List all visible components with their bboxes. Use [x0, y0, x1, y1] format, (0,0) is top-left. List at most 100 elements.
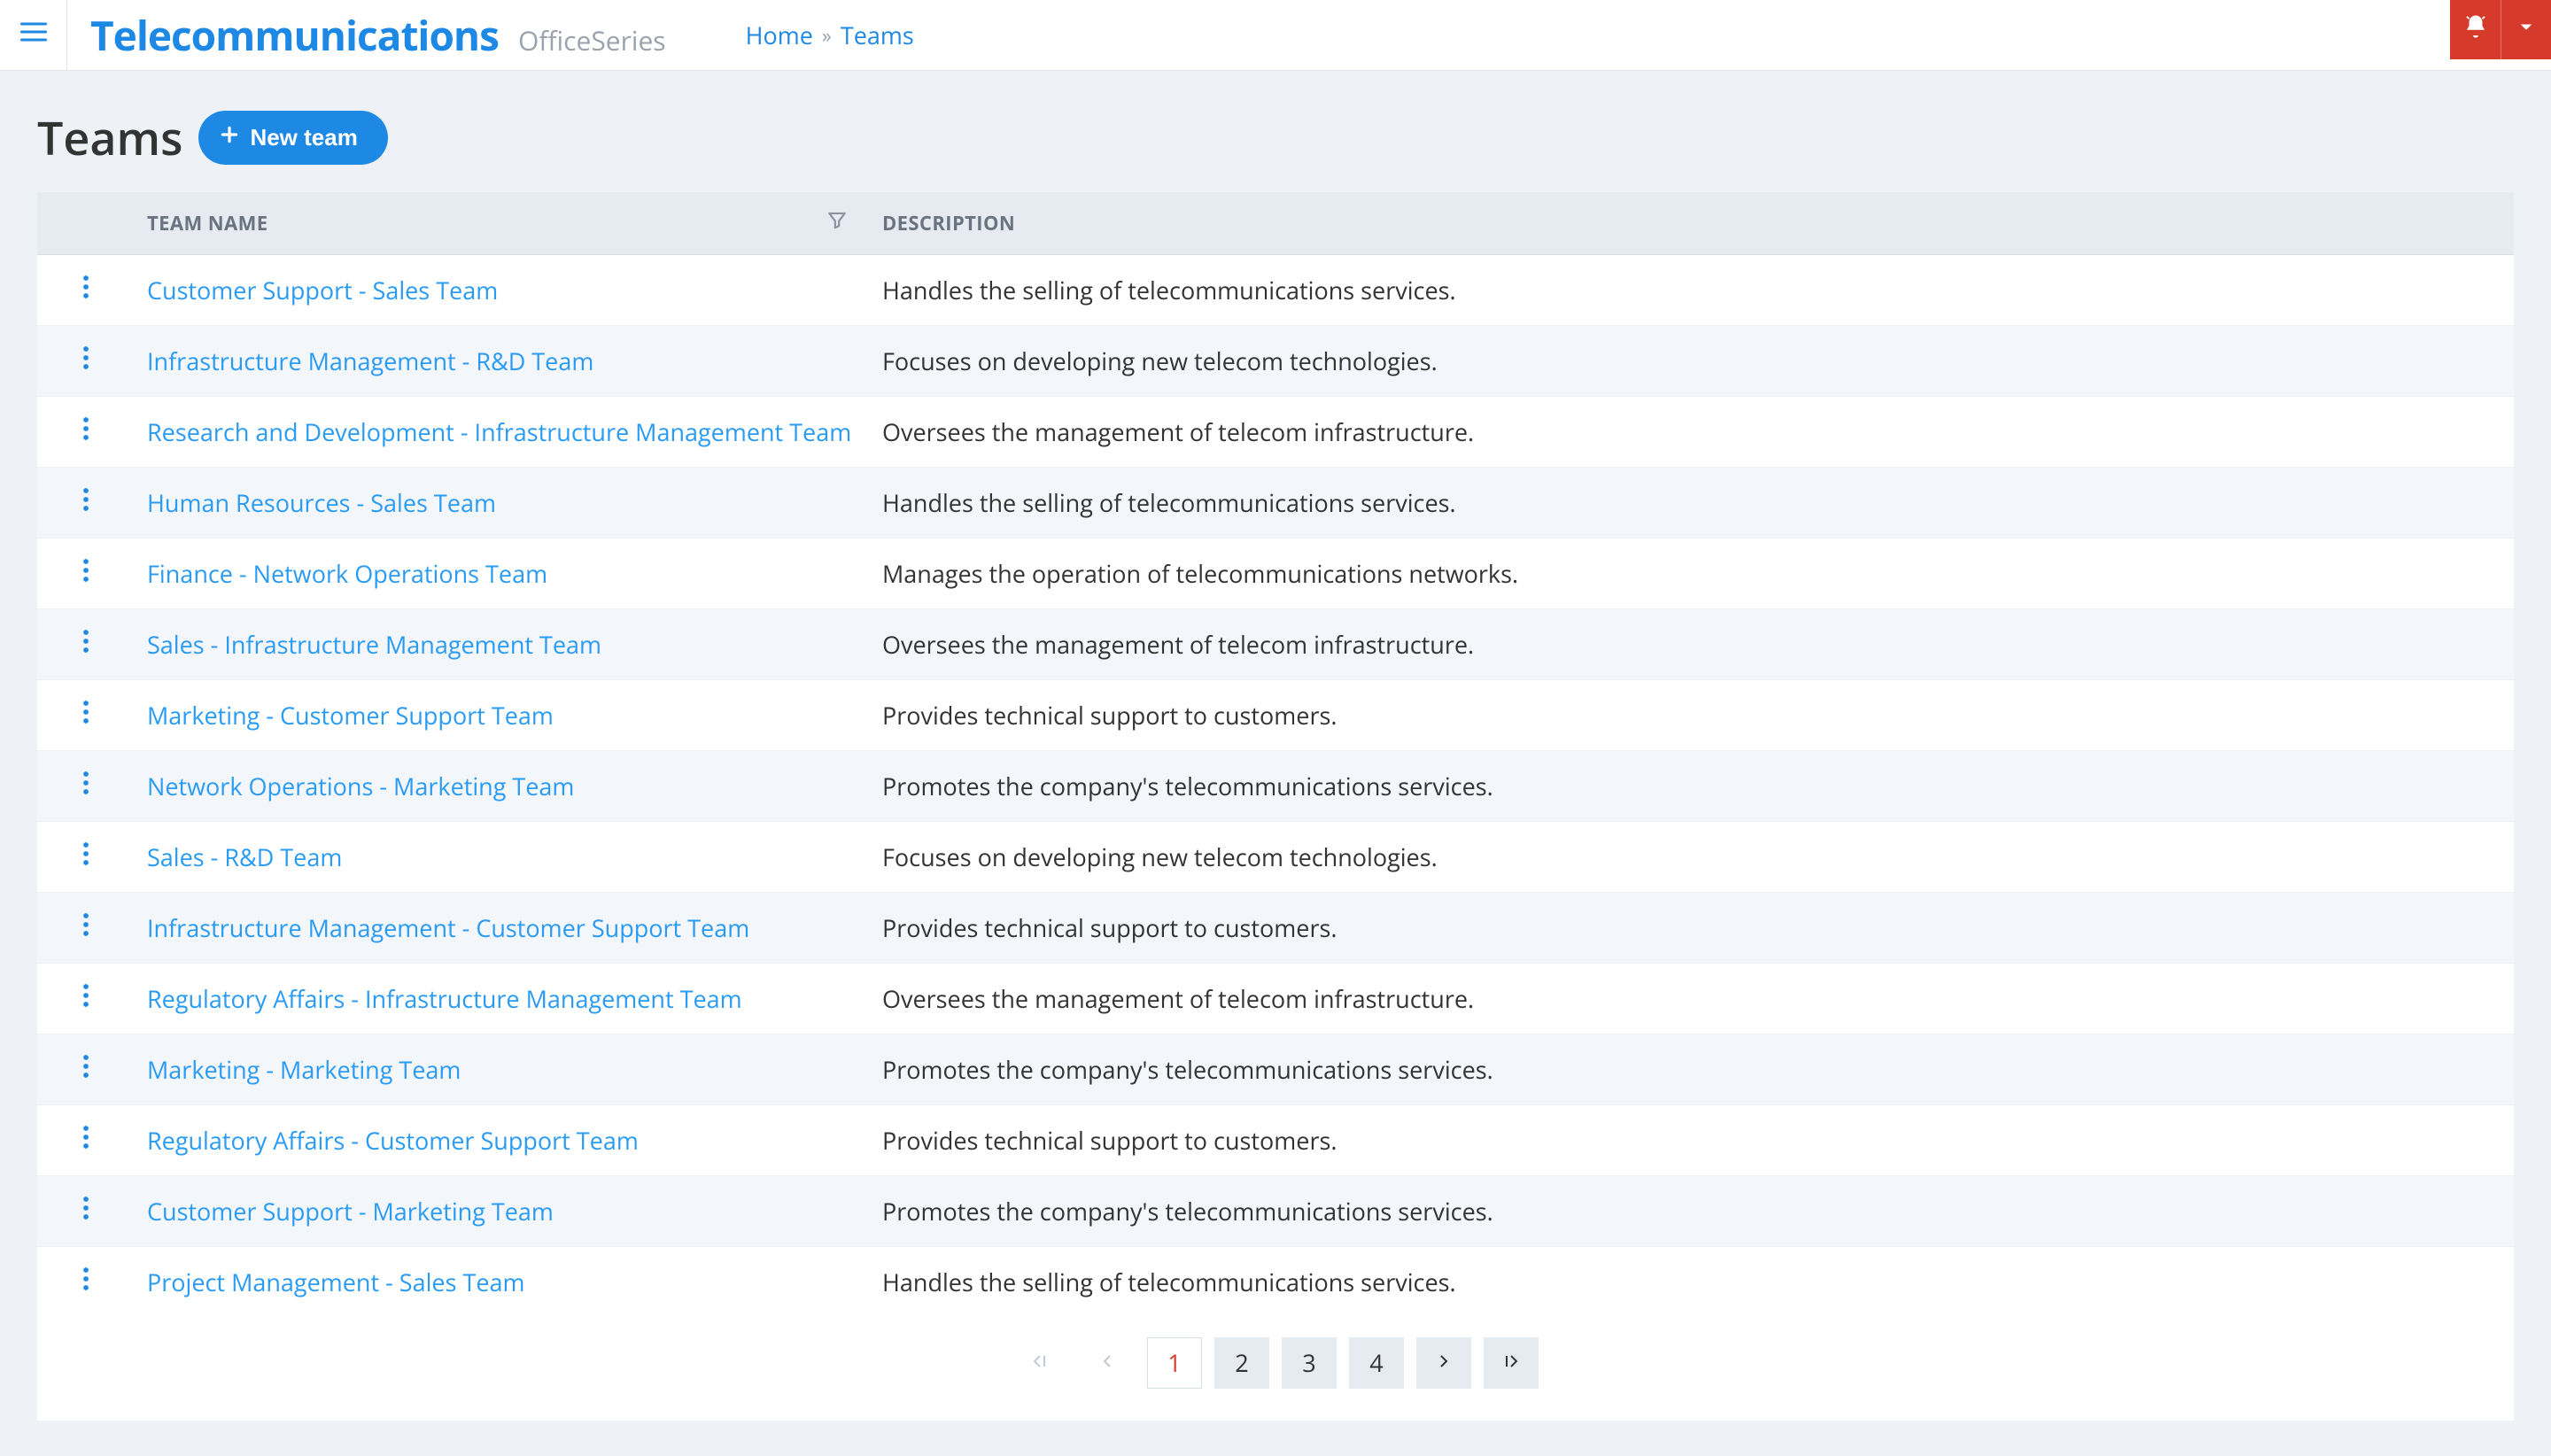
row-actions-button[interactable]: [82, 1195, 89, 1228]
kebab-icon: [82, 274, 89, 307]
row-actions-button[interactable]: [82, 345, 89, 378]
row-actions-cell: [37, 751, 135, 822]
plus-icon: [218, 123, 241, 152]
team-name-link[interactable]: Infrastructure Management - R&D Team: [147, 345, 593, 377]
row-actions-button[interactable]: [82, 415, 89, 449]
prev-page-button: [1080, 1337, 1135, 1389]
kebab-icon: [82, 1053, 89, 1087]
kebab-icon: [82, 1124, 89, 1158]
kebab-icon: [82, 486, 89, 520]
row-actions-cell: [37, 397, 135, 468]
row-actions-button[interactable]: [82, 1266, 89, 1299]
kebab-icon: [82, 1266, 89, 1299]
table-row: Human Resources - Sales Team Handles the …: [37, 468, 2514, 538]
table-row: Regulatory Affairs - Infrastructure Mana…: [37, 964, 2514, 1034]
breadcrumb: Home » Teams: [746, 19, 914, 51]
row-actions-button[interactable]: [82, 840, 89, 874]
brand-main[interactable]: Telecommunications: [90, 8, 499, 63]
team-name-link[interactable]: Customer Support - Marketing Team: [147, 1195, 554, 1228]
kebab-icon: [82, 840, 89, 874]
col-header-name[interactable]: Team Name: [135, 192, 870, 255]
team-name-link[interactable]: Infrastructure Management - Customer Sup…: [147, 911, 749, 944]
team-name-cell: Project Management - Sales Team: [135, 1247, 870, 1318]
page-2-button[interactable]: 2: [1214, 1337, 1269, 1389]
table-row: Infrastructure Management - Customer Sup…: [37, 893, 2514, 964]
table-row: Sales - Infrastructure Management TeamOv…: [37, 609, 2514, 680]
team-name-cell: Research and Development - Infrastructur…: [135, 397, 870, 468]
table-row: Marketing - Customer Support Team Provide…: [37, 680, 2514, 751]
team-name-cell: Sales - R&D Team: [135, 822, 870, 893]
page-3-button[interactable]: 3: [1282, 1337, 1337, 1389]
team-name-link[interactable]: Customer Support - Sales Team: [147, 274, 498, 306]
teams-grid: Team Name Description Customer Support -…: [37, 192, 2514, 1421]
row-actions-button[interactable]: [82, 274, 89, 307]
team-description-cell: Focuses on developing new telecom techno…: [870, 822, 2514, 893]
kebab-icon: [82, 628, 89, 662]
page-4-button[interactable]: 4: [1349, 1337, 1404, 1389]
team-name-link[interactable]: Sales - Infrastructure Management Team: [147, 628, 601, 661]
col-header-description-label: Description: [882, 210, 1015, 236]
new-team-button-label: New team: [250, 124, 357, 151]
table-row: Finance - Network Operations TeamManages…: [37, 538, 2514, 609]
team-name-link[interactable]: Network Operations - Marketing Team: [147, 770, 574, 802]
breadcrumb-current[interactable]: Teams: [841, 19, 914, 51]
row-actions-cell: [37, 680, 135, 751]
kebab-icon: [82, 415, 89, 449]
row-actions-button[interactable]: [82, 699, 89, 732]
team-name-cell: Regulatory Affairs - Customer Support Te…: [135, 1105, 870, 1176]
team-name-link[interactable]: Sales - R&D Team: [147, 840, 342, 873]
row-actions-cell: [37, 1176, 135, 1247]
row-actions-button[interactable]: [82, 628, 89, 662]
last-page-button[interactable]: [1484, 1337, 1539, 1389]
first-page-icon: [1029, 1346, 1051, 1379]
hamburger-wrap: [0, 0, 67, 71]
brand: Telecommunications OfficeSeries: [67, 8, 666, 63]
team-name-link[interactable]: Regulatory Affairs - Customer Support Te…: [147, 1124, 639, 1157]
row-actions-cell: [37, 326, 135, 397]
row-actions-cell: [37, 609, 135, 680]
breadcrumb-home[interactable]: Home: [746, 19, 813, 51]
team-description-cell: Provides technical support to customers.: [870, 680, 2514, 751]
team-name-link[interactable]: Project Management - Sales Team: [147, 1266, 525, 1298]
col-header-description[interactable]: Description: [870, 192, 2514, 255]
row-actions-cell: [37, 1034, 135, 1105]
row-actions-button[interactable]: [82, 982, 89, 1016]
next-page-button[interactable]: [1416, 1337, 1471, 1389]
row-actions-cell: [37, 1247, 135, 1318]
table-row: Customer Support - Sales TeamHandles the…: [37, 255, 2514, 326]
team-name-link[interactable]: Research and Development - Infrastructur…: [147, 415, 851, 448]
topbar-dropdown-button[interactable]: [2501, 0, 2551, 59]
team-name-link[interactable]: Regulatory Affairs - Infrastructure Mana…: [147, 982, 742, 1015]
kebab-icon: [82, 770, 89, 803]
brand-sub: OfficeSeries: [518, 22, 666, 58]
first-page-button: [1012, 1337, 1067, 1389]
team-description-cell: Handles the selling of telecommunication…: [870, 468, 2514, 538]
row-actions-button[interactable]: [82, 486, 89, 520]
page: Teams New team Team Name: [0, 71, 2551, 1456]
row-actions-button[interactable]: [82, 1053, 89, 1087]
team-name-link[interactable]: Human Resources - Sales Team: [147, 486, 496, 519]
row-actions-button[interactable]: [82, 1124, 89, 1158]
next-page-icon: [1433, 1346, 1454, 1379]
team-description-cell: Promotes the company's telecommunication…: [870, 751, 2514, 822]
team-name-link[interactable]: Marketing - Marketing Team: [147, 1053, 461, 1086]
team-description-cell: Provides technical support to customers.: [870, 893, 2514, 964]
row-actions-button[interactable]: [82, 911, 89, 945]
table-row: Customer Support - Marketing TeamPromote…: [37, 1176, 2514, 1247]
row-actions-cell: [37, 255, 135, 326]
menu-icon[interactable]: [18, 16, 50, 55]
page-1-button[interactable]: 1: [1147, 1337, 1202, 1389]
notifications-button[interactable]: [2450, 0, 2501, 59]
table-row: Infrastructure Management - R&D TeamFocu…: [37, 326, 2514, 397]
row-actions-button[interactable]: [82, 557, 89, 591]
team-name-cell: Sales - Infrastructure Management Team: [135, 609, 870, 680]
team-name-link[interactable]: Finance - Network Operations Team: [147, 557, 547, 590]
filter-icon[interactable]: [826, 209, 849, 238]
new-team-button[interactable]: New team: [198, 111, 387, 165]
col-header-name-label: Team Name: [147, 210, 268, 236]
row-actions-button[interactable]: [82, 770, 89, 803]
breadcrumb-sep: »: [822, 22, 832, 49]
team-name-cell: Customer Support - Sales Team: [135, 255, 870, 326]
team-name-link[interactable]: Marketing - Customer Support Team: [147, 699, 554, 732]
bell-icon: [2462, 13, 2489, 47]
